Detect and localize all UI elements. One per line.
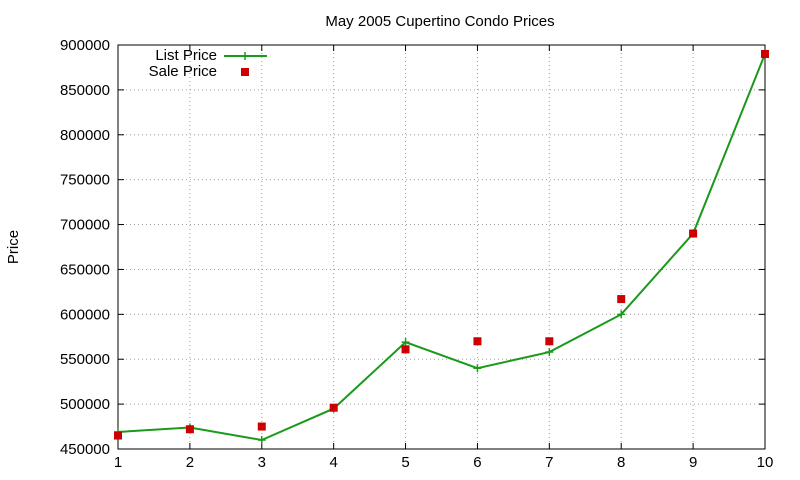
sale-price-point <box>545 337 554 346</box>
x-tick-label: 9 <box>689 454 697 471</box>
y-axis-label: Price <box>5 230 22 264</box>
sale-price-point <box>114 431 122 440</box>
sale-price-point <box>689 229 698 238</box>
y-tick-label: 700000 <box>60 217 110 234</box>
sale-price-point <box>257 422 266 431</box>
series <box>114 49 769 445</box>
y-tick-label: 550000 <box>60 351 110 368</box>
y-tick-label: 800000 <box>60 127 110 144</box>
x-tick-label: 10 <box>757 454 774 471</box>
legend-label-sale-price: Sale Price <box>149 63 217 80</box>
x-tick-label: 4 <box>329 454 337 471</box>
y-tick-label: 450000 <box>60 441 110 458</box>
y-tick-label: 650000 <box>60 261 110 278</box>
chart-title: May 2005 Cupertino Condo Prices <box>325 13 554 30</box>
x-tick-label: 3 <box>258 454 266 471</box>
x-tick-label: 2 <box>186 454 194 471</box>
legend: List Price Sale Price <box>149 47 267 80</box>
x-tick-label: 8 <box>617 454 625 471</box>
legend-label-list-price: List Price <box>155 47 217 64</box>
list-price-point <box>257 436 266 445</box>
sale-price-point <box>617 295 626 304</box>
axis-ticks: 450000 500000 550000 600000 650000 700000 7500… <box>60 37 773 471</box>
list-price-point <box>473 364 482 373</box>
y-tick-label: 900000 <box>60 37 110 54</box>
y-tick-label: 850000 <box>60 82 110 99</box>
sale-price-point <box>329 403 338 412</box>
sale-price-point <box>185 425 194 434</box>
legend-square-marker <box>241 68 249 76</box>
legend-plus-marker <box>241 52 249 60</box>
x-tick-label: 7 <box>545 454 553 471</box>
x-tick-label: 5 <box>401 454 409 471</box>
legend-plus-glyph <box>241 52 249 60</box>
y-tick-label: 600000 <box>60 306 110 323</box>
sale-price-point <box>761 49 769 58</box>
series-line-list-price <box>117 53 766 442</box>
x-tick-label: 1 <box>114 454 122 471</box>
list-price-point <box>545 348 554 357</box>
sale-price-point <box>473 337 482 346</box>
sale-price-point <box>401 345 410 354</box>
y-tick-label: 750000 <box>60 172 110 189</box>
list-price-point <box>617 310 626 319</box>
y-tick-label: 500000 <box>60 396 110 413</box>
grid <box>118 45 765 449</box>
list-price-point <box>401 338 410 347</box>
plot-frame <box>117 44 766 450</box>
x-tick-label: 6 <box>473 454 481 471</box>
